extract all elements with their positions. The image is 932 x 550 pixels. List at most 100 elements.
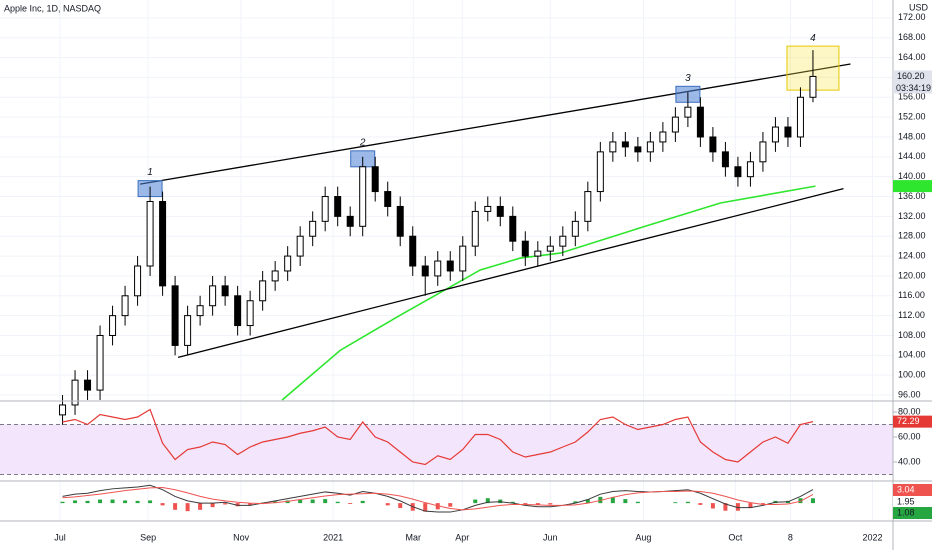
candle-body <box>246 300 254 327</box>
candle-body <box>634 146 642 153</box>
x-tick-label: Mar <box>405 532 421 542</box>
macd-bar <box>110 499 115 504</box>
candle-body <box>734 166 742 178</box>
macd-bar <box>810 498 815 504</box>
y-tick-label: 128.00 <box>898 231 926 241</box>
macd-bar <box>748 503 753 509</box>
last-price: 160.20 <box>897 71 925 81</box>
macd-bar <box>760 503 765 505</box>
candle-body <box>671 116 679 133</box>
macd-bar <box>710 503 715 509</box>
macd-last-bg <box>893 484 932 496</box>
y-tick-label: 108.00 <box>898 330 926 340</box>
macd-bar <box>348 503 353 505</box>
rsi-line <box>62 408 814 466</box>
candle-body <box>209 285 217 307</box>
candle-body <box>396 205 404 237</box>
macd-bar <box>148 500 153 504</box>
rsi-tick-label: 40.00 <box>898 456 921 466</box>
wave-label: 2 <box>359 137 366 148</box>
macd-bar <box>173 503 178 510</box>
candle-body <box>609 141 617 153</box>
y-tick-label: 152.00 <box>898 111 926 121</box>
candle-body <box>484 205 492 212</box>
candle-body <box>596 151 604 193</box>
rsi-band <box>0 424 893 475</box>
x-tick-label: 8 <box>788 532 793 542</box>
trendline <box>177 187 844 358</box>
candle-body <box>259 280 267 302</box>
candle-body <box>759 141 767 163</box>
candle-body <box>496 205 504 217</box>
candle-body <box>359 166 367 227</box>
y-tick-label: 140.00 <box>898 171 926 181</box>
macd-bar <box>723 503 728 511</box>
y-tick-label: 156.00 <box>898 92 926 102</box>
y-tick-label: 96.00 <box>898 389 921 399</box>
rsi-last: 72.29 <box>897 416 920 426</box>
macd-bar <box>623 499 628 504</box>
macd-bar <box>298 499 303 504</box>
y-tick-label: 116.00 <box>898 290 925 300</box>
candle-body <box>196 305 204 317</box>
candle-body <box>309 220 317 237</box>
candle-body <box>559 235 567 247</box>
candle-body <box>159 200 167 287</box>
hist-last: 1.08 <box>897 507 915 517</box>
macd-bar <box>185 503 190 512</box>
macd-bar <box>685 501 690 504</box>
x-tick-label: 2022 <box>862 532 882 542</box>
y-tick-label: 164.00 <box>898 52 926 62</box>
macd-bar <box>573 501 578 504</box>
countdown-bg <box>893 82 932 94</box>
rsi-tick-label: 60.00 <box>898 431 921 441</box>
macd-bar <box>735 503 740 511</box>
macd-bar <box>198 503 203 510</box>
candle-body <box>471 210 479 247</box>
macd-line <box>62 484 814 513</box>
candle-body <box>571 220 579 237</box>
candle-body <box>721 151 729 168</box>
candle-body <box>521 240 529 257</box>
x-tick-label: 2021 <box>323 532 343 542</box>
ma-tag <box>893 180 932 193</box>
candle-body <box>434 260 442 277</box>
last-price-bg <box>893 70 932 83</box>
candle-body <box>659 131 667 143</box>
macd-bar <box>398 503 403 509</box>
candle-body <box>146 200 154 267</box>
wave-label: 4 <box>810 33 816 44</box>
macd-bar <box>98 499 103 504</box>
macd-bar <box>635 501 640 504</box>
candle-body <box>709 136 717 153</box>
candle-body <box>371 166 379 193</box>
signal-last-bg <box>893 496 932 508</box>
x-tick-label: Jul <box>54 532 66 542</box>
macd-last: 3.04 <box>897 484 915 494</box>
candle-body <box>459 245 467 272</box>
candle-body <box>134 265 142 297</box>
macd-bar <box>160 503 165 506</box>
candle-body <box>534 250 542 257</box>
candle-body <box>171 285 179 346</box>
countdown: 03:34:19 <box>896 83 931 93</box>
macd-bar <box>223 503 228 505</box>
candle-body <box>796 96 804 138</box>
y-tick-label: 168.00 <box>898 32 926 42</box>
wave-label: 1 <box>147 167 153 178</box>
signal-last: 1.95 <box>897 496 915 506</box>
candle-body <box>684 106 692 118</box>
candle-body <box>234 295 242 327</box>
candle-body <box>84 379 92 391</box>
currency: USD <box>909 2 929 12</box>
candle-body <box>809 75 817 98</box>
candle-body <box>771 126 779 143</box>
macd-bar <box>473 499 478 504</box>
x-tick-label: Apr <box>455 532 469 542</box>
rsi-last-bg <box>893 415 932 428</box>
macd-bar <box>523 503 528 505</box>
candle-body <box>646 141 654 153</box>
candle-body <box>334 196 342 217</box>
candle-body <box>221 285 229 297</box>
